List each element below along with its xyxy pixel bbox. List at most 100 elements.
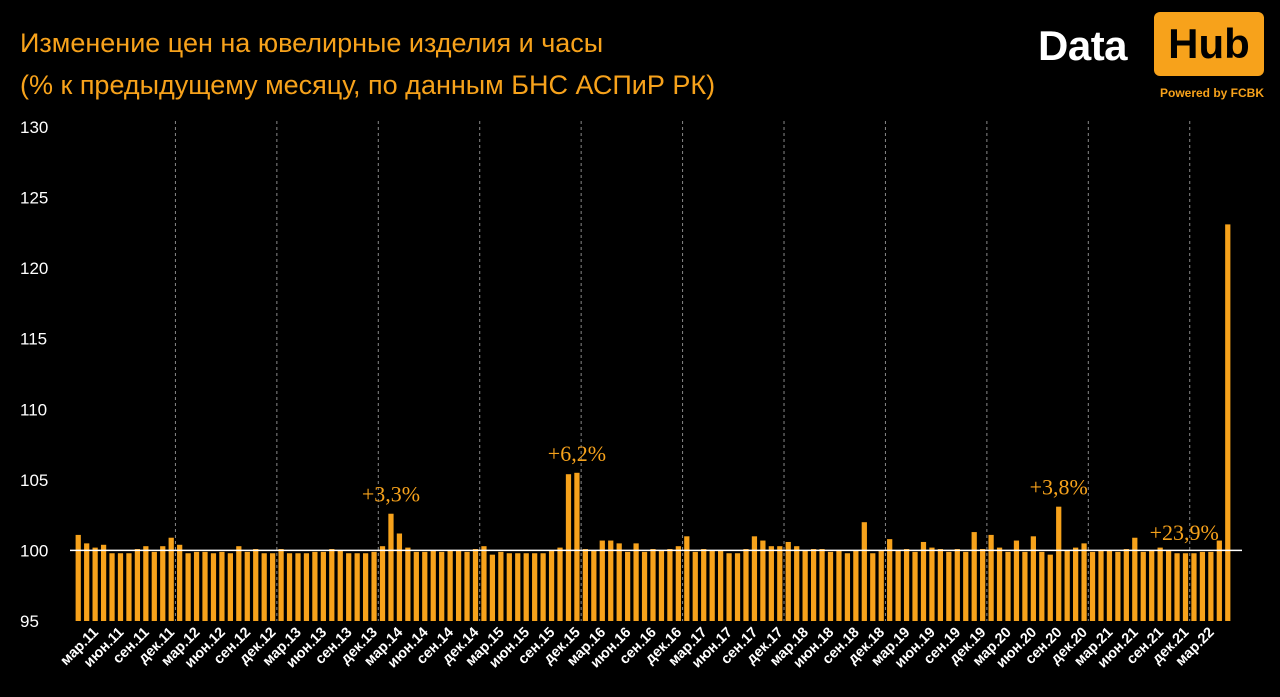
logo-data-text: Data	[1038, 22, 1128, 69]
bar	[675, 546, 681, 621]
bar	[565, 474, 572, 621]
bar	[1182, 553, 1189, 621]
datahub-logo: Data Hub Powered by FCBK	[1038, 12, 1266, 102]
bar	[768, 546, 774, 621]
bar	[582, 549, 588, 621]
bar	[388, 513, 394, 621]
bar	[625, 551, 631, 621]
bar	[1005, 551, 1011, 621]
y-tick-label: 120	[20, 259, 48, 278]
bar	[836, 550, 842, 621]
bar	[734, 553, 741, 621]
bar	[506, 553, 512, 621]
bar	[844, 553, 851, 621]
bar	[447, 550, 453, 621]
bar	[84, 543, 90, 621]
bar	[354, 553, 360, 621]
bar	[253, 549, 259, 621]
logo-hub-badge: Hub	[1154, 12, 1264, 76]
bar	[185, 553, 191, 621]
chart-title: Изменение цен на ювелирные изделия и час…	[20, 22, 715, 106]
bar	[210, 553, 217, 621]
bar	[379, 546, 386, 621]
bar	[100, 544, 107, 621]
bar	[701, 549, 707, 621]
bar	[920, 541, 927, 621]
bar	[608, 540, 614, 621]
bar	[870, 553, 876, 621]
bar	[489, 554, 496, 621]
bar	[929, 547, 935, 621]
bar	[557, 547, 563, 621]
bar	[134, 549, 141, 621]
bar	[430, 550, 436, 621]
bar	[92, 547, 98, 621]
bar	[1208, 551, 1214, 621]
bar	[160, 546, 166, 621]
bar	[1056, 506, 1062, 621]
y-tick-label: 115	[20, 330, 47, 349]
bar	[853, 550, 859, 621]
bar	[117, 553, 124, 621]
bars	[75, 224, 1231, 622]
bar	[599, 540, 605, 621]
annotation-label: +3,8%	[1030, 475, 1088, 500]
bar	[312, 551, 318, 621]
bar	[1123, 549, 1129, 621]
bar	[481, 546, 487, 621]
bar	[616, 543, 622, 621]
bar	[895, 550, 901, 621]
bar	[202, 551, 208, 621]
bar	[1047, 554, 1053, 621]
bar	[227, 553, 233, 621]
y-tick-label: 95	[20, 612, 39, 631]
bar	[1191, 553, 1197, 621]
bar	[278, 549, 284, 621]
bar	[329, 549, 335, 621]
bar	[1022, 551, 1028, 621]
bar	[498, 551, 504, 621]
bar	[346, 553, 352, 621]
bar	[658, 550, 665, 621]
bar	[1073, 547, 1079, 621]
bar	[1165, 550, 1172, 621]
bar	[337, 550, 343, 621]
bar	[286, 553, 293, 621]
bar	[996, 547, 1003, 621]
bar	[75, 534, 81, 621]
bar	[396, 533, 403, 621]
bar	[151, 551, 157, 621]
bar	[439, 551, 445, 621]
bar	[515, 553, 521, 621]
bar	[320, 551, 326, 621]
bar	[726, 553, 732, 621]
bar	[244, 551, 250, 621]
bar	[718, 550, 724, 621]
annotation-label: +3,3%	[362, 482, 420, 507]
bar	[794, 546, 800, 621]
bar	[219, 551, 225, 621]
bar	[760, 540, 766, 621]
bar	[1199, 551, 1206, 621]
bar	[472, 549, 479, 621]
annotation-label: +23,9%	[1150, 520, 1219, 545]
bar	[270, 553, 276, 621]
annotations: +3,3% +6,2% +3,8% +23,9%	[362, 441, 1219, 545]
bar	[464, 551, 470, 621]
bar	[455, 550, 462, 621]
bar	[641, 551, 648, 621]
bar	[1132, 537, 1138, 621]
bar	[591, 550, 597, 621]
bar	[143, 546, 149, 621]
bar	[1089, 551, 1096, 621]
bar	[684, 536, 690, 621]
bar	[954, 549, 960, 621]
bar	[1174, 553, 1180, 621]
bar	[168, 537, 174, 621]
bar	[1039, 551, 1045, 621]
bar	[371, 551, 377, 621]
y-tick-label: 125	[20, 189, 48, 208]
bar	[878, 550, 884, 621]
bar	[937, 549, 944, 621]
